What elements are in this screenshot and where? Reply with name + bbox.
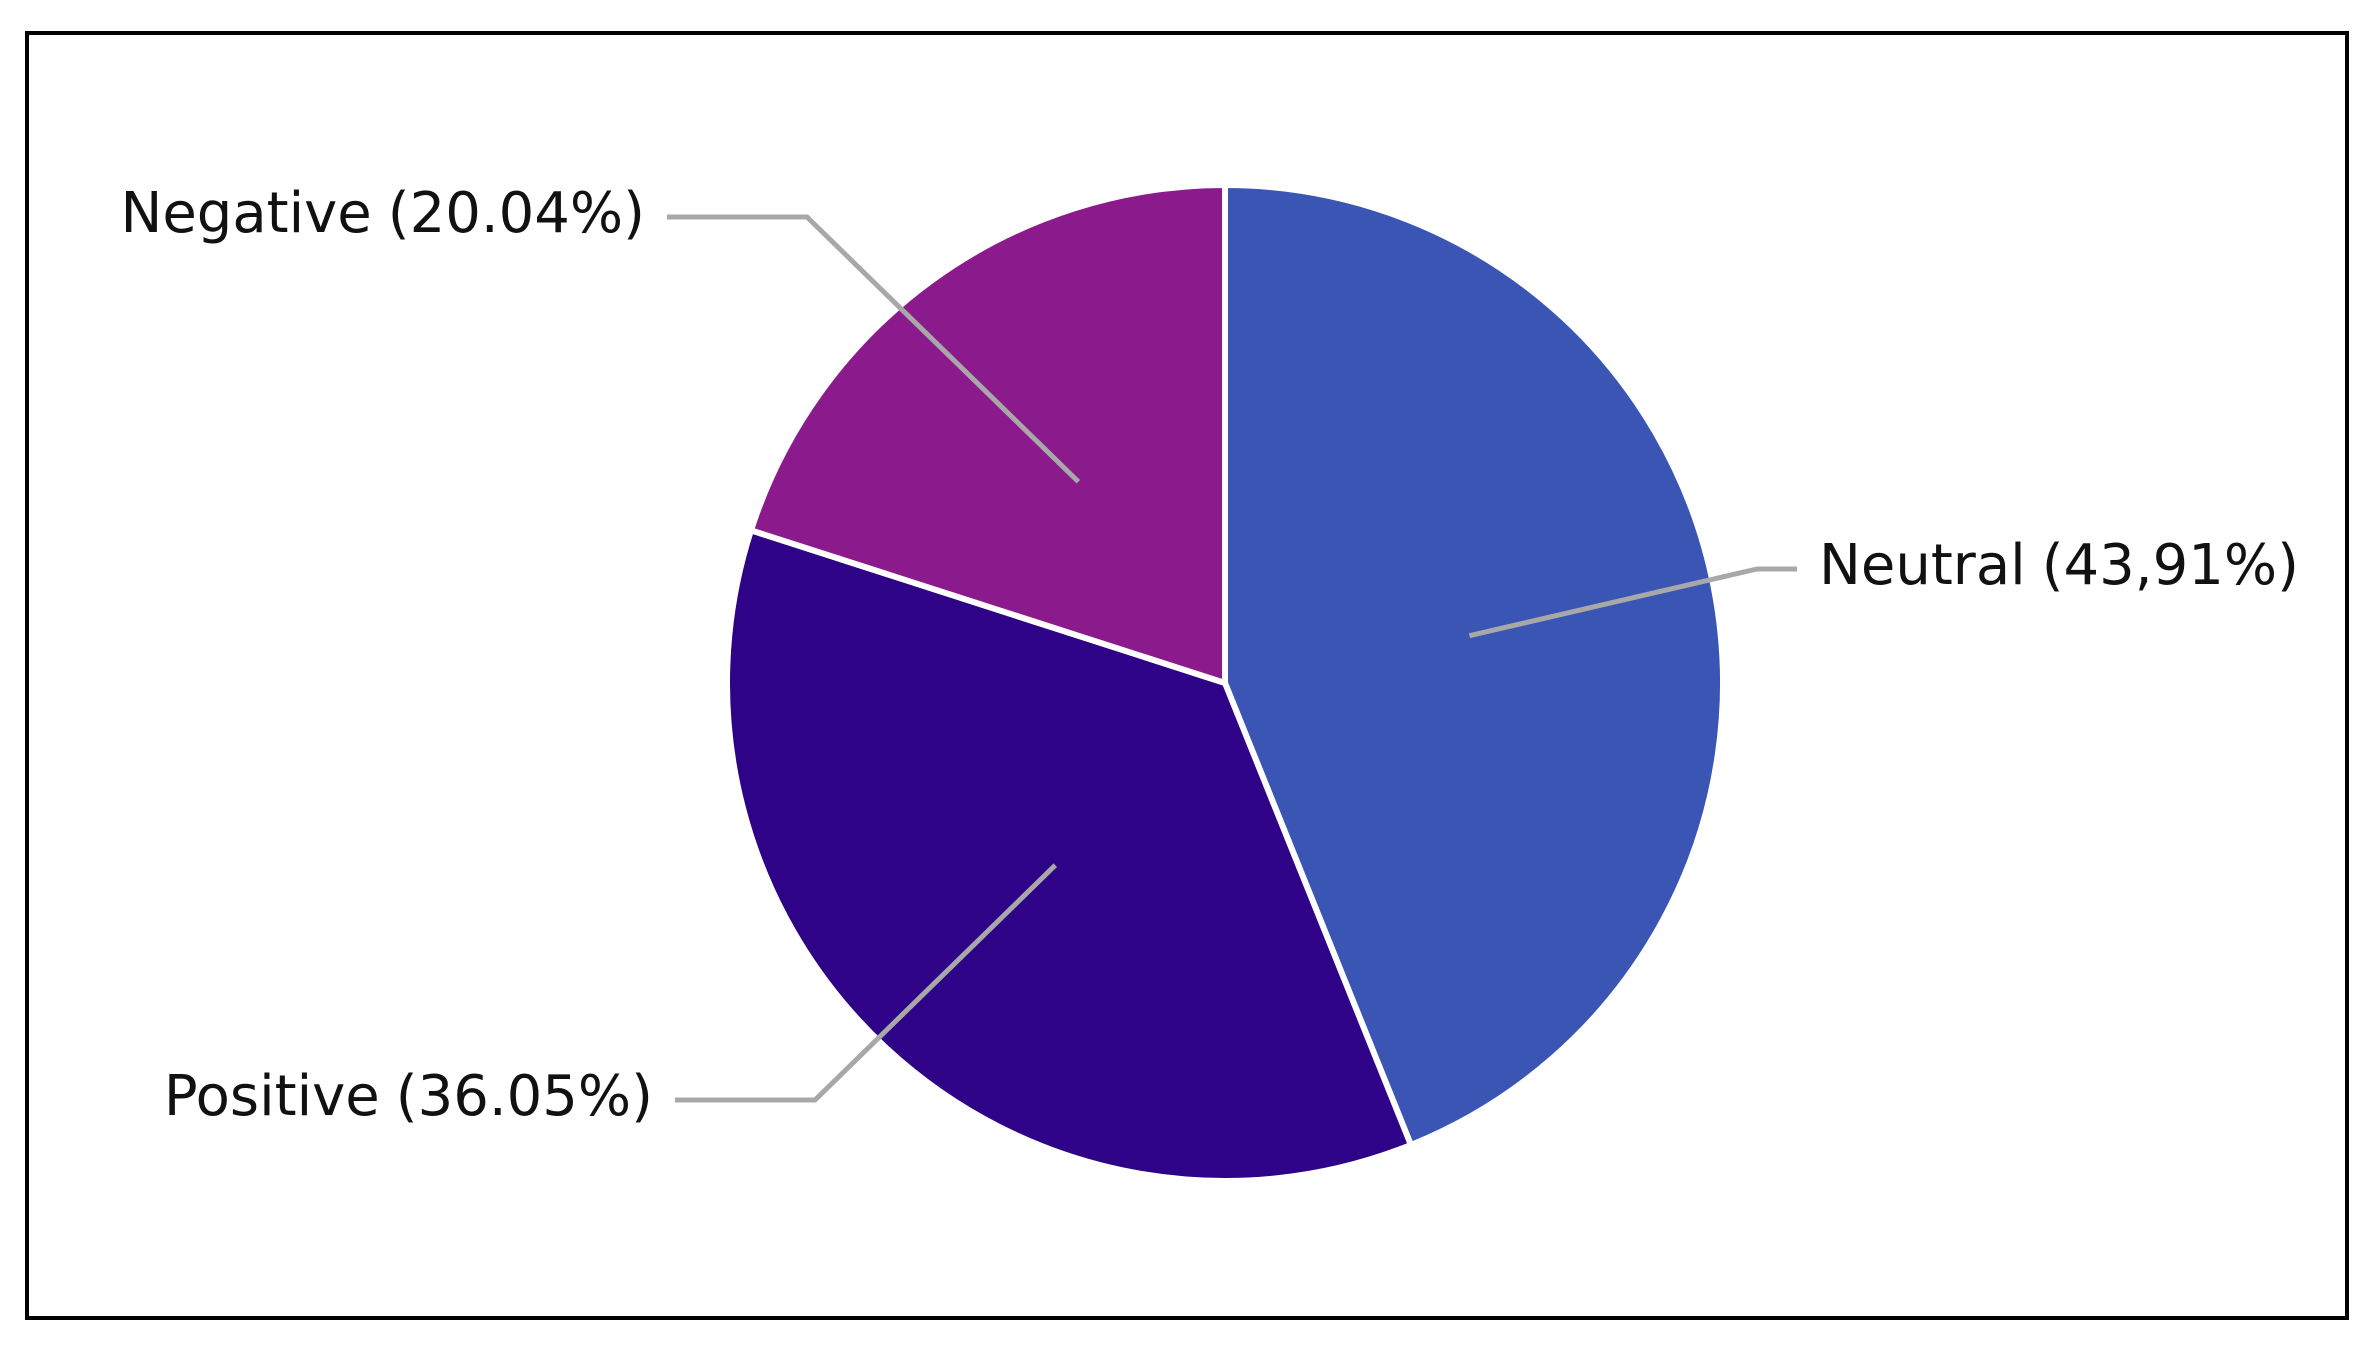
leader-line xyxy=(1468,566,1797,639)
category-name: Positive xyxy=(164,1064,380,1129)
slice-label: Negative (20.04%) xyxy=(120,181,645,246)
category-name: Negative xyxy=(120,181,371,246)
value-label: (43,91%) xyxy=(2042,533,2299,598)
pie-slice xyxy=(1222,181,1726,1149)
value-label: (36.05%) xyxy=(396,1064,653,1129)
slice-label: Positive (36.05%) xyxy=(164,1064,653,1129)
category-name: Neutral xyxy=(1819,533,2026,598)
value-label: (20.04%) xyxy=(388,181,645,246)
pie-slice xyxy=(747,181,1228,688)
leader-line xyxy=(667,214,1081,484)
slice-label: Neutral (43,91%) xyxy=(1819,533,2299,598)
leader-line xyxy=(675,863,1058,1103)
